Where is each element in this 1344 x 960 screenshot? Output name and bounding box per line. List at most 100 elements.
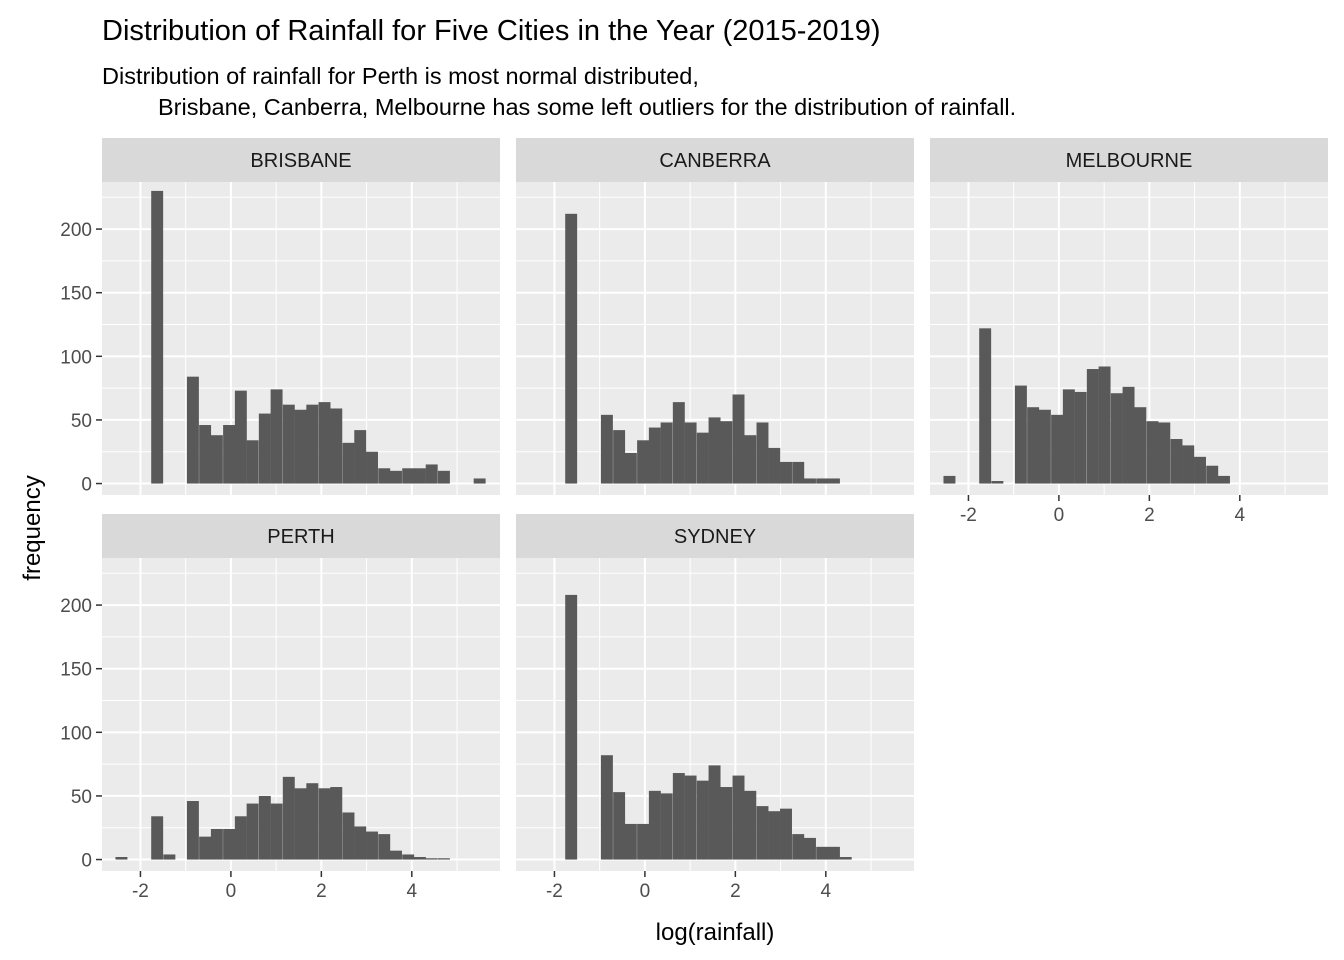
histogram-bar bbox=[1194, 456, 1206, 484]
strip-label-brisbane: BRISBANE bbox=[250, 150, 351, 172]
histogram-bar bbox=[246, 440, 259, 484]
histogram-bar bbox=[1182, 445, 1195, 484]
histogram-bar bbox=[306, 404, 319, 484]
y-tick-label: 200 bbox=[60, 220, 92, 241]
histogram-bar bbox=[660, 793, 673, 860]
histogram-bar bbox=[223, 425, 236, 484]
facet-panel-perth: PERTH 0 50 100 150 200 -2 0 2 4 bbox=[60, 514, 500, 902]
histogram-bar bbox=[1134, 407, 1147, 484]
histogram-bar bbox=[624, 823, 637, 860]
histogram-bar bbox=[115, 857, 128, 860]
histogram-bar bbox=[624, 453, 637, 484]
histogram-bar bbox=[696, 432, 709, 484]
histogram-bar bbox=[342, 812, 355, 860]
histogram-bar bbox=[756, 806, 769, 860]
histogram-bar bbox=[473, 478, 486, 484]
histogram-bar bbox=[827, 478, 840, 484]
histogram-bar bbox=[1038, 409, 1051, 484]
strip-background bbox=[930, 138, 1328, 182]
histogram-bar bbox=[234, 390, 247, 484]
histogram-bar bbox=[991, 481, 1004, 484]
strip-background bbox=[102, 138, 500, 182]
y-tick-label: 0 bbox=[81, 475, 92, 496]
histogram-bar bbox=[648, 790, 661, 860]
histogram-bar bbox=[330, 787, 343, 860]
histogram-bar bbox=[1027, 407, 1040, 484]
histogram-bar bbox=[318, 788, 331, 860]
histogram-bar bbox=[270, 803, 283, 860]
histogram-bar bbox=[1218, 475, 1230, 484]
histogram-bar bbox=[342, 442, 355, 484]
x-tick-label: -2 bbox=[132, 881, 149, 902]
histogram-bar bbox=[413, 857, 426, 860]
histogram-bar bbox=[199, 425, 212, 484]
histogram-bar bbox=[708, 417, 721, 484]
histogram-bar bbox=[943, 475, 956, 484]
histogram-bar bbox=[804, 478, 816, 484]
histogram-bar bbox=[1051, 414, 1064, 484]
histogram-bar bbox=[366, 451, 378, 484]
strip-label-melbourne: MELBOURNE bbox=[1066, 150, 1193, 172]
y-tick-label: 50 bbox=[71, 787, 92, 808]
histogram-bar bbox=[756, 422, 769, 484]
histogram-bar bbox=[354, 430, 367, 484]
histogram-bar bbox=[318, 402, 331, 484]
histogram-bar bbox=[744, 790, 757, 860]
histogram-bar bbox=[613, 792, 626, 860]
histogram-bar bbox=[186, 801, 199, 860]
histogram-bar bbox=[565, 213, 578, 484]
strip-label-perth: PERTH bbox=[267, 526, 334, 548]
histogram-bar bbox=[816, 846, 829, 860]
histogram-bar bbox=[366, 831, 378, 860]
histogram-bar bbox=[804, 837, 816, 860]
strip-background bbox=[516, 514, 914, 558]
histogram-bar bbox=[258, 795, 271, 860]
histogram-bar bbox=[708, 765, 721, 860]
facet-panel-brisbane: BRISBANE 0 50 100 150 200 bbox=[60, 138, 500, 496]
histogram-bar bbox=[648, 427, 661, 484]
histogram-bar bbox=[282, 776, 295, 860]
histogram-bar bbox=[768, 447, 781, 484]
histogram-bar bbox=[258, 413, 271, 484]
chart-subtitle-line-2: Brisbane, Canberra, Melbourne has some l… bbox=[158, 94, 1016, 120]
histogram-bar bbox=[223, 829, 236, 860]
histogram-bar bbox=[210, 829, 223, 860]
histogram-bar bbox=[732, 394, 745, 484]
histogram-bar bbox=[720, 421, 733, 484]
strip-background bbox=[102, 514, 500, 558]
x-tick-label: -2 bbox=[546, 881, 563, 902]
x-tick-label: 0 bbox=[1054, 505, 1065, 526]
histogram-bar bbox=[402, 468, 415, 484]
histogram-bar bbox=[1074, 391, 1087, 484]
histogram-bar bbox=[600, 755, 613, 860]
y-tick-label: 150 bbox=[60, 284, 92, 305]
histogram-bar bbox=[660, 422, 673, 484]
histogram-bar bbox=[780, 808, 792, 860]
facet-panel-sydney: SYDNEY -2 0 2 4 bbox=[516, 514, 914, 902]
y-axis-title: frequency bbox=[19, 475, 46, 580]
x-tick-label: 0 bbox=[226, 881, 237, 902]
histogram-bar bbox=[199, 836, 212, 860]
histogram-bar bbox=[744, 435, 757, 484]
y-tick-label: 150 bbox=[60, 660, 92, 681]
histogram-bar bbox=[354, 826, 367, 860]
histogram-bar bbox=[816, 478, 829, 484]
histogram-bar bbox=[827, 846, 840, 860]
histogram-bar bbox=[684, 422, 697, 484]
histogram-bar bbox=[1014, 385, 1027, 484]
histogram-bar bbox=[684, 775, 697, 860]
histogram-bar bbox=[613, 430, 626, 484]
histogram-bar bbox=[565, 594, 578, 860]
y-tick-label: 100 bbox=[60, 347, 92, 368]
x-tick-label: 4 bbox=[821, 881, 832, 902]
histogram-bar bbox=[672, 773, 685, 860]
histogram-bar bbox=[390, 850, 402, 860]
histogram-bar bbox=[425, 464, 438, 484]
histogram-bar bbox=[1206, 465, 1219, 484]
histogram-bar bbox=[637, 440, 650, 484]
histogram-bar bbox=[600, 414, 613, 484]
chart-title: Distribution of Rainfall for Five Cities… bbox=[102, 15, 881, 47]
histogram-bar bbox=[1062, 389, 1075, 484]
